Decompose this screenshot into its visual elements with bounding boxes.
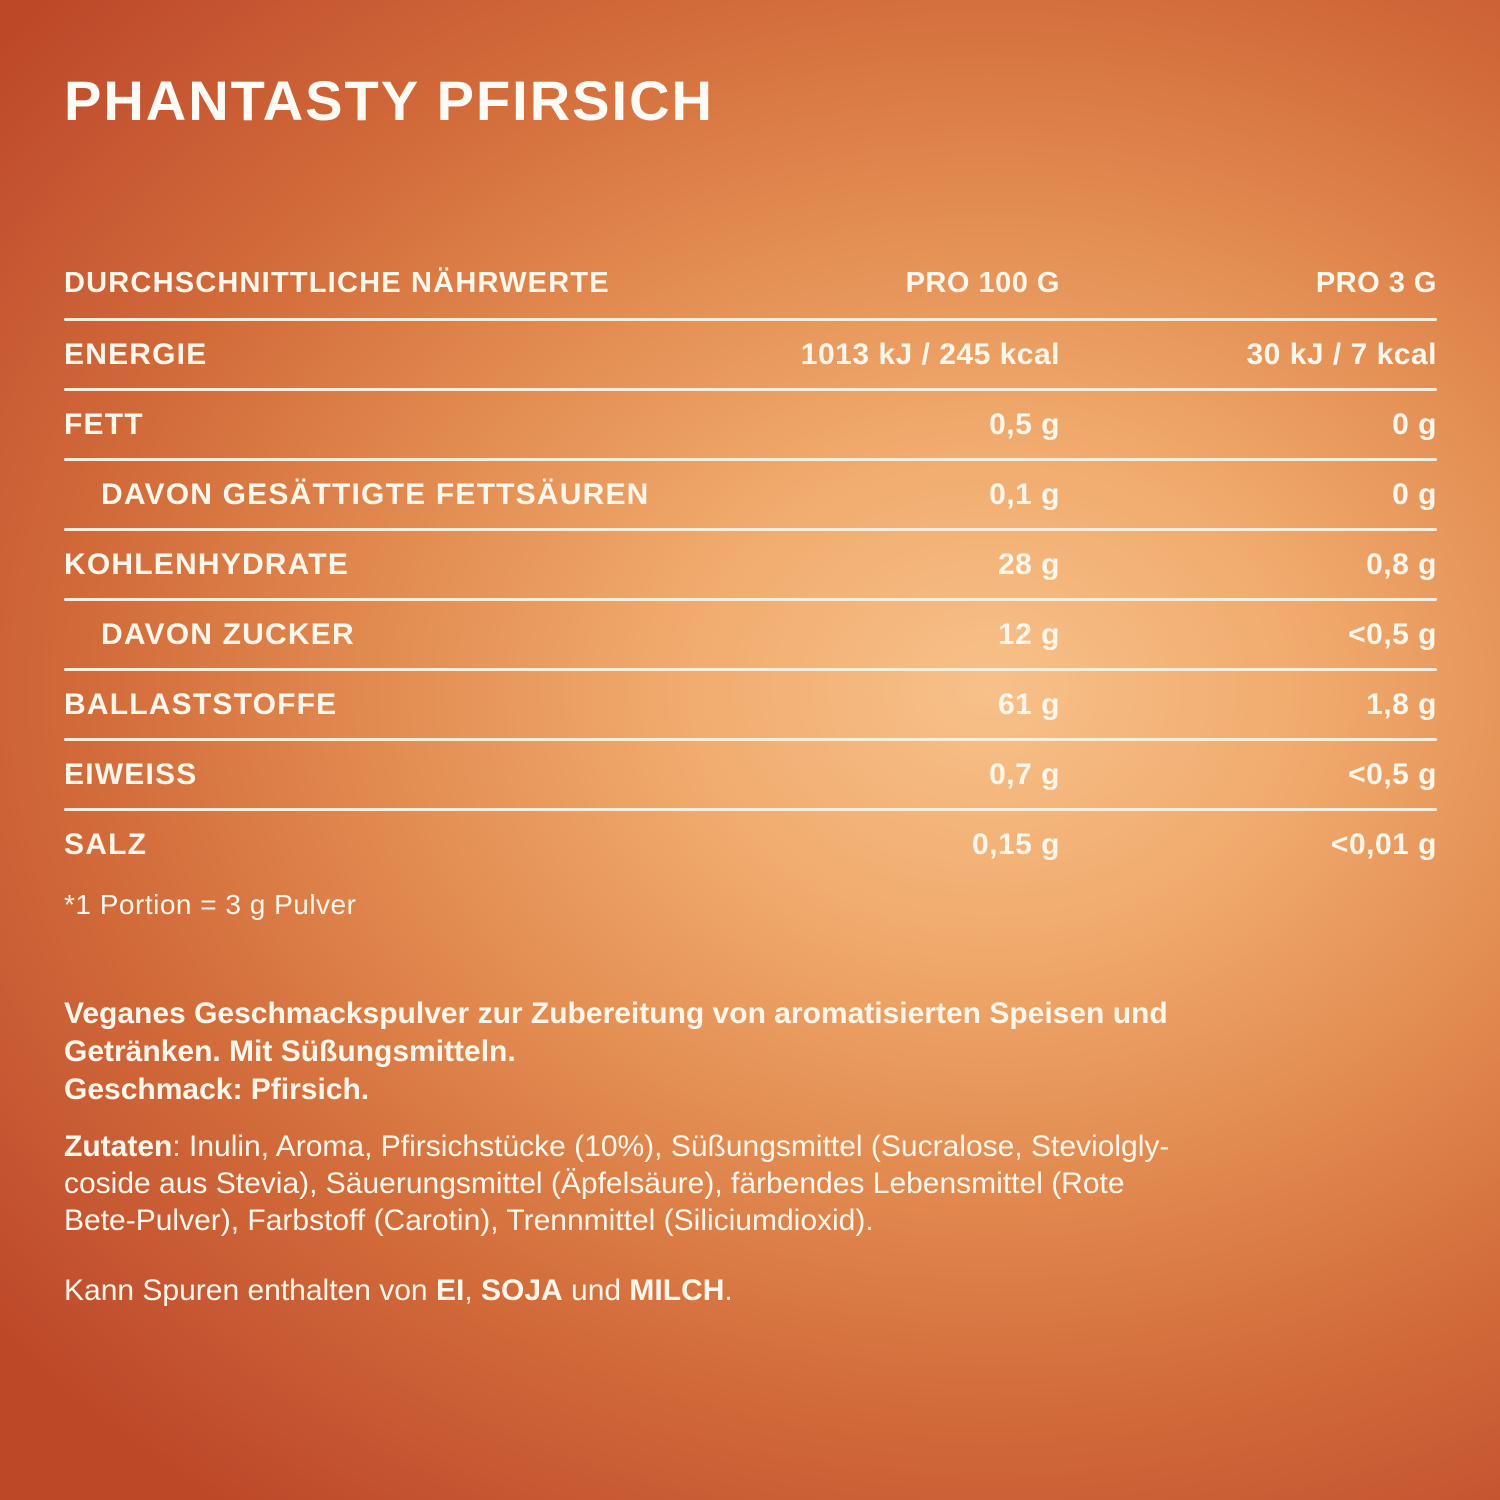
nutrient-value-per-100g: 1013 kJ / 245 kcal	[800, 337, 1060, 371]
nutrient-label: FETT	[64, 407, 144, 441]
table-divider	[64, 458, 1437, 461]
nutrient-label: EIWEISS	[64, 757, 198, 791]
table-divider	[64, 808, 1437, 811]
allergen-period: .	[724, 1274, 733, 1307]
table-row-eiweiss: EIWEISS 0,7 g <0,5 g	[64, 741, 1437, 808]
allergen-separator: und	[562, 1274, 630, 1307]
nutrient-value-per-100g: 0,5 g	[989, 407, 1060, 441]
ingredients-list: Zutaten: Inulin, Aroma, Pfirsichstücke (…	[64, 1128, 1437, 1239]
description-line-2: Getränken. Mit Süßungsmitteln.	[64, 1035, 516, 1068]
column-header-per-100g: PRO 100 G	[905, 266, 1060, 299]
product-title: PHANTASTY PFIRSICH	[64, 69, 714, 132]
nutrient-value-per-100g: 28 g	[997, 547, 1060, 581]
nutrient-label: KOHLENHYDRATE	[64, 547, 350, 581]
ingredients-line-1: Zutaten: Inulin, Aroma, Pfirsichstücke (…	[64, 1128, 1437, 1165]
allergen-text: Kann Spuren enthalten von	[64, 1274, 436, 1307]
allergen-soja: SOJA	[480, 1274, 563, 1307]
nutrient-value-per-3g: <0,01 g	[1330, 827, 1437, 861]
description-flavor: Geschmack: Pfirsich.	[64, 1073, 370, 1106]
nutrient-value-per-100g: 0,15 g	[971, 827, 1060, 861]
ingredients-line-2: coside aus Stevia), Säuerungsmittel (Äpf…	[64, 1167, 1125, 1200]
table-divider	[64, 318, 1437, 321]
column-header-nutrients: DURCHSCHNITTLICHE NÄHRWERTE	[64, 266, 610, 299]
nutrient-value-per-100g: 61 g	[997, 687, 1060, 721]
nutrient-value-per-3g: 1,8 g	[1366, 687, 1437, 721]
nutrient-value-per-3g: 30 kJ / 7 kcal	[1246, 337, 1437, 371]
table-divider	[64, 528, 1437, 531]
table-row-energie: ENERGIE 1013 kJ / 245 kcal 30 kJ / 7 kca…	[64, 321, 1437, 388]
ingredients-line-3: Bete-Pulver), Farbstoff (Carotin), Trenn…	[64, 1204, 874, 1237]
table-row-fett: FETT 0,5 g 0 g	[64, 391, 1437, 458]
product-description: Veganes Geschmackspulver zur Zubereitung…	[64, 995, 1437, 1109]
table-row-zucker: DAVON ZUCKER 12 g <0,5 g	[64, 601, 1437, 668]
nutrient-label: DAVON GESÄTTIGTE FETTSÄUREN	[101, 477, 650, 511]
serving-footnote: *1 Portion = 3 g Pulver	[64, 889, 357, 920]
allergen-separator: ,	[464, 1274, 481, 1307]
table-row-ballaststoffe: BALLASTSTOFFE 61 g 1,8 g	[64, 671, 1437, 738]
nutrient-value-per-3g: 0 g	[1392, 477, 1437, 511]
description-line-1: Veganes Geschmackspulver zur Zubereitung…	[64, 997, 1168, 1030]
nutrient-label: DAVON ZUCKER	[101, 617, 355, 651]
nutrient-value-per-100g: 0,7 g	[989, 757, 1060, 791]
nutrient-label: ENERGIE	[64, 337, 208, 371]
table-divider	[64, 668, 1437, 671]
table-divider	[64, 598, 1437, 601]
nutrient-label: BALLASTSTOFFE	[64, 687, 338, 721]
allergen-ei: EI	[435, 1274, 465, 1307]
table-row-gesaettigte-fettsaeuren: DAVON GESÄTTIGTE FETTSÄUREN 0,1 g 0 g	[64, 461, 1437, 528]
table-divider	[64, 738, 1437, 741]
nutrient-value-per-3g: 0,8 g	[1366, 547, 1437, 581]
ingredients-lead-label: Zutaten	[64, 1130, 173, 1163]
nutrient-value-per-100g: 12 g	[997, 617, 1060, 651]
allergen-notice: Kann Spuren enthalten von EI, SOJA und M…	[64, 1274, 1437, 1308]
table-row-salz: SALZ 0,15 g <0,01 g	[64, 811, 1437, 878]
column-header-per-3g: PRO 3 G	[1315, 266, 1437, 299]
nutrient-label: SALZ	[64, 827, 148, 861]
nutrition-table: DURCHSCHNITTLICHE NÄHRWERTE PRO 100 G PR…	[64, 248, 1437, 878]
table-divider	[64, 388, 1437, 391]
ingredients-line-1-text: : Inulin, Aroma, Pfirsichstücke (10%), S…	[172, 1130, 1170, 1163]
nutrient-value-per-3g: <0,5 g	[1348, 757, 1437, 791]
allergen-milch: MILCH	[629, 1274, 725, 1307]
table-header-row: DURCHSCHNITTLICHE NÄHRWERTE PRO 100 G PR…	[64, 248, 1437, 318]
nutrient-value-per-3g: <0,5 g	[1348, 617, 1437, 651]
nutrient-value-per-100g: 0,1 g	[989, 477, 1060, 511]
table-row-kohlenhydrate: KOHLENHYDRATE 28 g 0,8 g	[64, 531, 1437, 598]
nutrient-value-per-3g: 0 g	[1392, 407, 1437, 441]
